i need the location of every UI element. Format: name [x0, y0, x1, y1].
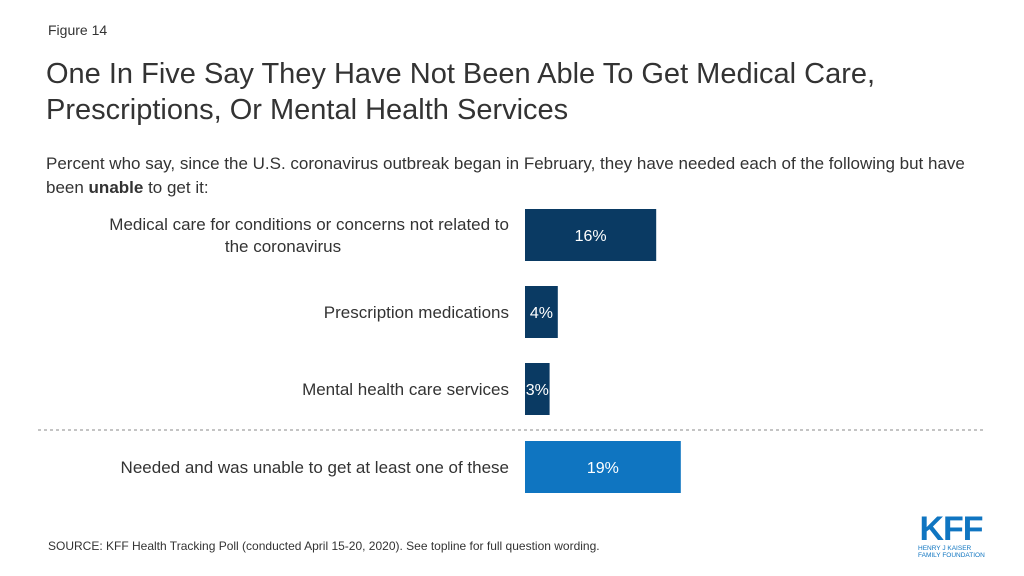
category-label: Medical care for conditions or concerns …: [109, 215, 509, 234]
logo-mark: KFF: [919, 510, 982, 548]
data-label: 19%: [587, 460, 619, 477]
data-label: 4%: [530, 305, 553, 322]
subtitle-emphasis: unable: [88, 178, 144, 197]
subtitle-text-end: to get it:: [143, 178, 209, 197]
logo-line2: FAMILY FOUNDATION: [918, 552, 985, 559]
logo-line1: HENRY J KAISER: [918, 545, 972, 552]
bar: [525, 209, 657, 261]
category-label: Needed and was unable to get at least on…: [121, 458, 509, 477]
category-label: Prescription medications: [324, 303, 509, 322]
subtitle-text: Percent who say, since the U.S. coronavi…: [46, 154, 965, 197]
figure-label: Figure 14: [48, 22, 108, 38]
chart-title: One In Five Say They Have Not Been Able …: [46, 58, 876, 126]
category-label: the coronavirus: [225, 237, 341, 256]
data-label: 16%: [575, 228, 607, 245]
data-label: 3%: [526, 382, 549, 399]
bar: [525, 286, 558, 338]
kff-logo: KFF HENRY J KAISER FAMILY FOUNDATION: [918, 510, 985, 559]
chart-subtitle: Percent who say, since the U.S. coronavi…: [46, 152, 986, 200]
source-note: SOURCE: KFF Health Tracking Poll (conduc…: [48, 539, 600, 553]
bar: [525, 363, 550, 415]
bar: [525, 441, 681, 493]
category-label: Mental health care services: [302, 380, 509, 399]
